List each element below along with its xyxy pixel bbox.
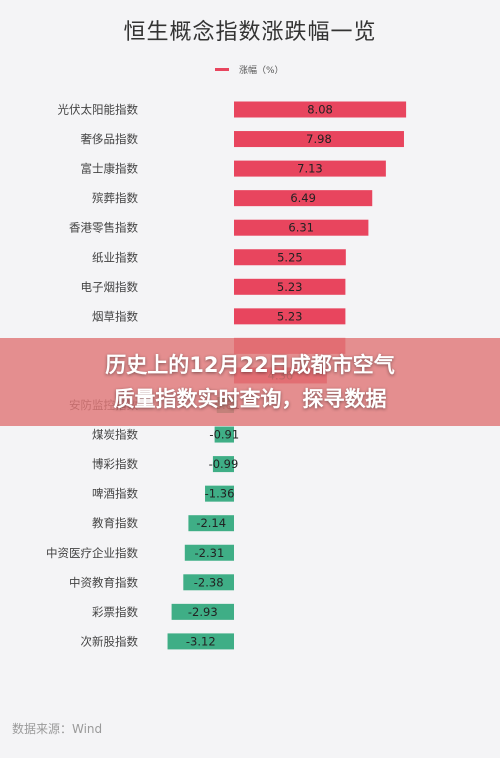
bar [234, 190, 373, 207]
value-label: 7.98 [306, 132, 332, 146]
category-label: 次新股指数 [81, 634, 139, 648]
chart-title: 恒生概念指数涨跌幅一览 [123, 20, 377, 45]
bar [234, 308, 346, 325]
bar [171, 603, 234, 620]
bar [167, 633, 234, 650]
value-label: -1.36 [205, 487, 235, 501]
category-label: 纸业指数 [92, 250, 138, 264]
value-label: -2.93 [188, 605, 218, 619]
value-label: -2.31 [195, 546, 225, 560]
title-overlay-banner: 历史上的12月22日成都市空气 质量指数实时查询，探寻数据 [0, 338, 500, 426]
category-label: 殡葬指数 [92, 191, 138, 205]
legend-label: 涨幅（%） [239, 66, 284, 76]
value-label: -0.99 [209, 457, 239, 471]
value-label: 5.23 [277, 309, 303, 323]
bar [234, 278, 346, 295]
bar [234, 131, 404, 148]
category-label: 电子烟指数 [81, 280, 139, 294]
value-label: -3.12 [186, 634, 216, 648]
value-label: -0.91 [209, 428, 239, 442]
bar [234, 160, 386, 177]
bar [214, 426, 234, 443]
legend-swatch [215, 68, 229, 71]
value-label: 7.13 [297, 162, 323, 176]
bar [183, 574, 234, 591]
value-label: 6.31 [288, 221, 314, 235]
category-label: 啤酒指数 [92, 487, 138, 501]
value-label: 8.08 [307, 103, 333, 117]
value-label: -2.14 [196, 516, 226, 530]
value-label: 5.23 [277, 280, 303, 294]
category-label: 烟草指数 [92, 309, 138, 323]
bar [234, 101, 407, 118]
bar [205, 485, 234, 502]
value-label: 6.49 [290, 191, 316, 205]
legend: 涨幅（%） [215, 63, 284, 76]
category-label: 中资教育指数 [69, 575, 138, 589]
value-label: 5.25 [277, 250, 303, 264]
bar [234, 249, 346, 266]
overlay-line-1: 历史上的12月22日成都市空气 [105, 353, 395, 377]
value-label: -2.38 [194, 575, 224, 589]
bar [188, 515, 234, 532]
data-source: 数据来源：Wind [12, 722, 103, 736]
bar [184, 544, 234, 561]
category-label: 中资医疗企业指数 [46, 546, 138, 560]
bar [234, 219, 369, 236]
category-label: 教育指数 [92, 516, 138, 530]
category-label: 富士康指数 [81, 162, 139, 176]
category-label: 博彩指数 [92, 457, 138, 471]
category-label: 彩票指数 [92, 605, 138, 619]
bar [212, 456, 234, 473]
category-label: 奢侈品指数 [81, 132, 139, 146]
category-label: 香港零售指数 [69, 221, 138, 235]
category-label: 煤炭指数 [92, 428, 138, 442]
category-label: 光伏太阳能指数 [58, 103, 139, 117]
overlay-line-2: 质量指数实时查询，探寻数据 [113, 387, 387, 411]
